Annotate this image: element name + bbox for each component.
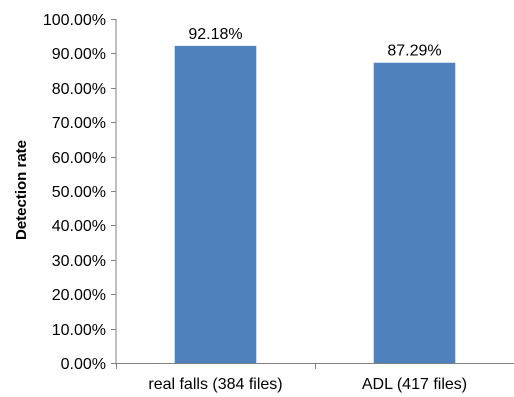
- data-labels: 92.18% 87.29%: [188, 26, 441, 60]
- y-tick-label: 90.00%: [52, 46, 106, 63]
- x-category-label: ADL (417 files): [362, 376, 467, 393]
- y-tick-label: 100.00%: [43, 12, 106, 29]
- y-tick-label: 50.00%: [52, 184, 106, 201]
- x-category-label: real falls (384 files): [148, 376, 282, 393]
- bars: [174, 45, 456, 364]
- y-tick-label: 0.00%: [61, 356, 106, 373]
- y-tick-label: 30.00%: [52, 253, 106, 270]
- y-axis-title: Detection rate: [13, 140, 30, 240]
- y-tick-label: 70.00%: [52, 115, 106, 132]
- bar-value-label: 87.29%: [387, 43, 441, 60]
- bar-value-label: 92.18%: [188, 26, 242, 43]
- y-tick-label: 20.00%: [52, 287, 106, 304]
- y-tick-label: 80.00%: [52, 81, 106, 98]
- y-axis: 0.00% 10.00% 20.00% 30.00% 40.00% 50.00% 60.00…: [43, 12, 117, 373]
- y-tick-label: 60.00%: [52, 150, 106, 167]
- bar: [373, 62, 456, 363]
- y-tick-label: 10.00%: [52, 322, 106, 339]
- bar: [174, 45, 257, 364]
- x-axis: real falls (384 files) ADL (417 files): [116, 363, 514, 393]
- y-tick-label: 40.00%: [52, 218, 106, 235]
